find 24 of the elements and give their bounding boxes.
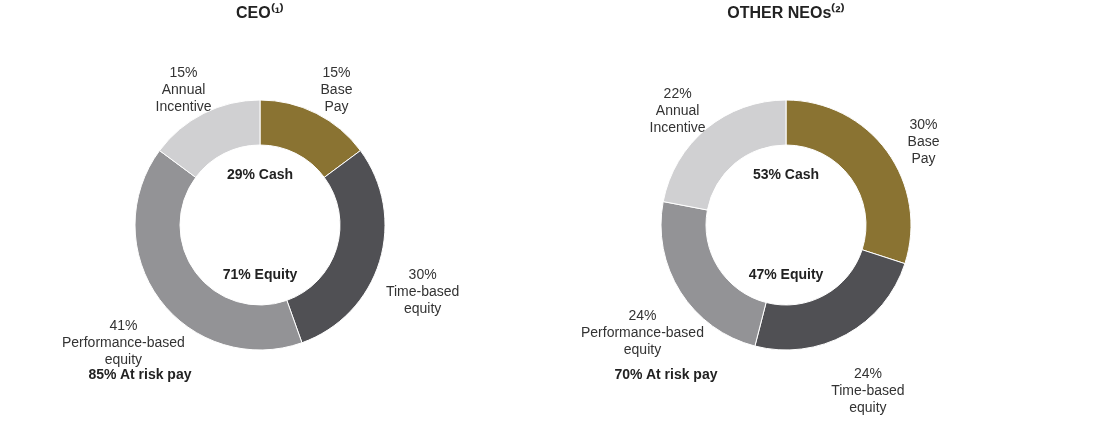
slice-label: Base Pay — [320, 81, 353, 115]
data-label: 24% — [628, 307, 657, 324]
text: 85% At risk pay — [88, 366, 192, 382]
slice-label: Base Pay — [907, 133, 940, 167]
slice-label: Annual Incentive — [155, 81, 212, 115]
data-label: 15% — [169, 64, 198, 81]
data-label: 24% — [853, 364, 882, 381]
data-label: 22% — [663, 85, 692, 102]
chart-title: CEO⁽¹⁾ — [236, 3, 284, 21]
data-label: 15% — [322, 64, 351, 81]
slice-label: Annual Incentive — [649, 102, 706, 136]
slice-label: Performance-based equity — [580, 324, 704, 358]
text: 70% At risk pay — [614, 366, 718, 382]
slice-label: Performance-based equity — [61, 334, 185, 368]
text: 47% Equity — [748, 266, 824, 282]
slice-label: Time-based equity — [385, 282, 460, 316]
text: 71% Equity — [222, 266, 298, 282]
chart-title: OTHER NEOs⁽²⁾ — [727, 3, 845, 21]
data-label: 30% — [408, 265, 437, 282]
slice-label: Time-based equity — [831, 381, 905, 415]
data-label: 30% — [909, 116, 938, 133]
text: 53% Cash — [752, 166, 820, 182]
text: 29% Cash — [226, 166, 294, 182]
data-label: 41% — [109, 317, 138, 334]
